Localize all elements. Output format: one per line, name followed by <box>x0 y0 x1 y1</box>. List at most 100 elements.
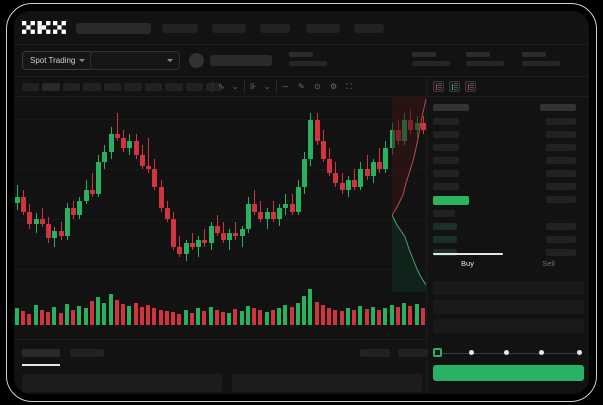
volume-bar <box>283 305 288 325</box>
slider-stop-100[interactable] <box>577 350 582 355</box>
volume-bar <box>121 304 126 325</box>
chevron-down-icon[interactable]: ⌄ <box>232 82 239 91</box>
gridline <box>14 169 426 170</box>
volume-bar <box>402 303 407 325</box>
slider-stop-50[interactable] <box>504 350 509 355</box>
gridline <box>14 219 426 220</box>
order-type-field[interactable] <box>433 281 584 295</box>
orders-action-1[interactable] <box>360 349 390 357</box>
candle-body <box>52 230 58 238</box>
timeframe-chip-8[interactable] <box>165 83 183 91</box>
orders-action-2[interactable] <box>398 349 428 357</box>
candle-body <box>358 169 364 187</box>
volume-bar <box>308 289 313 325</box>
nav-item-3[interactable] <box>260 24 290 33</box>
volume-bar <box>127 306 132 325</box>
volume-bar <box>52 307 57 325</box>
amount-field[interactable] <box>433 319 584 333</box>
slider-stop-75[interactable] <box>539 350 544 355</box>
candle-body <box>327 158 333 173</box>
timeframe-chip-7[interactable] <box>145 83 162 91</box>
orderbook-bid-row[interactable] <box>433 223 457 230</box>
candle-wick <box>241 225 243 247</box>
candle-body <box>58 230 64 237</box>
candle-wick <box>266 208 268 230</box>
timeframe-chip-3[interactable] <box>63 83 80 91</box>
candle-wick <box>341 172 343 194</box>
candle-body <box>77 200 83 216</box>
volume-bar <box>202 311 207 325</box>
fullscreen-icon[interactable]: ⛶ <box>346 82 352 91</box>
orderbook-view-bids-icon[interactable] <box>449 81 460 92</box>
orderbook-view-both-icon[interactable] <box>433 81 444 92</box>
orderbook-bid-row[interactable] <box>433 210 455 217</box>
pencil-icon[interactable]: ✎ <box>298 82 305 91</box>
volume-bar <box>295 303 300 325</box>
nav-item-1[interactable] <box>162 24 198 33</box>
volume-bar <box>339 311 344 325</box>
submit-buy-button[interactable] <box>433 365 584 381</box>
candlestick-chart[interactable] <box>14 97 426 339</box>
line-tool-icon[interactable]: ∼ <box>282 82 289 91</box>
timeframe-chip-6[interactable] <box>124 83 142 91</box>
candle-body <box>133 141 139 156</box>
app-header <box>14 11 589 45</box>
orderbook-bid-row[interactable] <box>433 249 457 256</box>
orderbook-ask-row[interactable] <box>433 183 459 190</box>
candle-body <box>308 119 314 159</box>
orderbook-ask-row[interactable] <box>433 131 459 138</box>
orders-tab-1[interactable] <box>22 349 60 357</box>
volume-bar <box>270 310 275 325</box>
header-search-input[interactable] <box>76 23 151 34</box>
orderbook-ask-row[interactable] <box>433 170 459 177</box>
active-order-tab-underline <box>433 253 503 255</box>
candle-body <box>21 197 27 212</box>
volume-bar <box>302 296 307 325</box>
orderbook-ask-row[interactable] <box>433 157 459 164</box>
timeframe-chip-1[interactable] <box>22 83 39 91</box>
orderbook-ask-row[interactable] <box>433 144 459 151</box>
timeframe-chip-10[interactable] <box>206 83 222 91</box>
candle-body <box>15 197 20 203</box>
orderbook-bid-amount <box>546 236 576 243</box>
candle-body <box>233 232 239 237</box>
nav-item-4[interactable] <box>306 24 340 33</box>
slider-stop-25[interactable] <box>469 350 474 355</box>
tab-sell[interactable]: Sell <box>542 259 555 268</box>
nav-item-2[interactable] <box>212 24 246 33</box>
settings-icon[interactable]: ⚙ <box>330 82 338 91</box>
amount-percent-slider-handle[interactable] <box>433 348 442 357</box>
chart-type-icon[interactable]: ⊪ <box>250 82 257 91</box>
ticker-stat-1 <box>289 52 327 66</box>
magnet-icon[interactable]: ⊙ <box>314 82 321 91</box>
orderbook-ask-row[interactable] <box>433 118 459 125</box>
candle-body <box>146 165 152 170</box>
volume-bar <box>152 308 157 325</box>
market-type-selector[interactable]: Spot Trading <box>22 51 94 70</box>
candle-wick <box>285 193 287 216</box>
timeframe-chip-5[interactable] <box>104 83 121 91</box>
candle-body <box>33 218 39 224</box>
orders-tab-2[interactable] <box>70 349 104 357</box>
indicator-icon[interactable]: ∿ <box>218 82 225 91</box>
orderbook-view-asks-icon[interactable] <box>465 81 476 92</box>
trading-pair-selector[interactable] <box>90 51 180 70</box>
nav-item-5[interactable] <box>354 24 384 33</box>
orderbook-bid-row[interactable] <box>433 236 457 243</box>
candle-wick <box>229 229 231 251</box>
candle-body <box>370 162 376 177</box>
volume-bar <box>102 303 107 325</box>
volume-bar <box>327 308 332 325</box>
candle-body <box>71 208 77 216</box>
price-field[interactable] <box>433 300 584 314</box>
tab-buy[interactable]: Buy <box>461 259 474 268</box>
orderbook-col-header-amount <box>540 104 576 111</box>
candle-body <box>289 204 295 212</box>
timeframe-chip-9[interactable] <box>186 83 203 91</box>
okx-logo[interactable] <box>22 21 66 34</box>
chevron-down-icon-2[interactable]: ⌄ <box>264 82 271 91</box>
candle-body <box>158 186 164 208</box>
timeframe-chip-4[interactable] <box>83 83 101 91</box>
candle-body <box>377 162 383 170</box>
timeframe-chip-2[interactable] <box>42 83 60 91</box>
